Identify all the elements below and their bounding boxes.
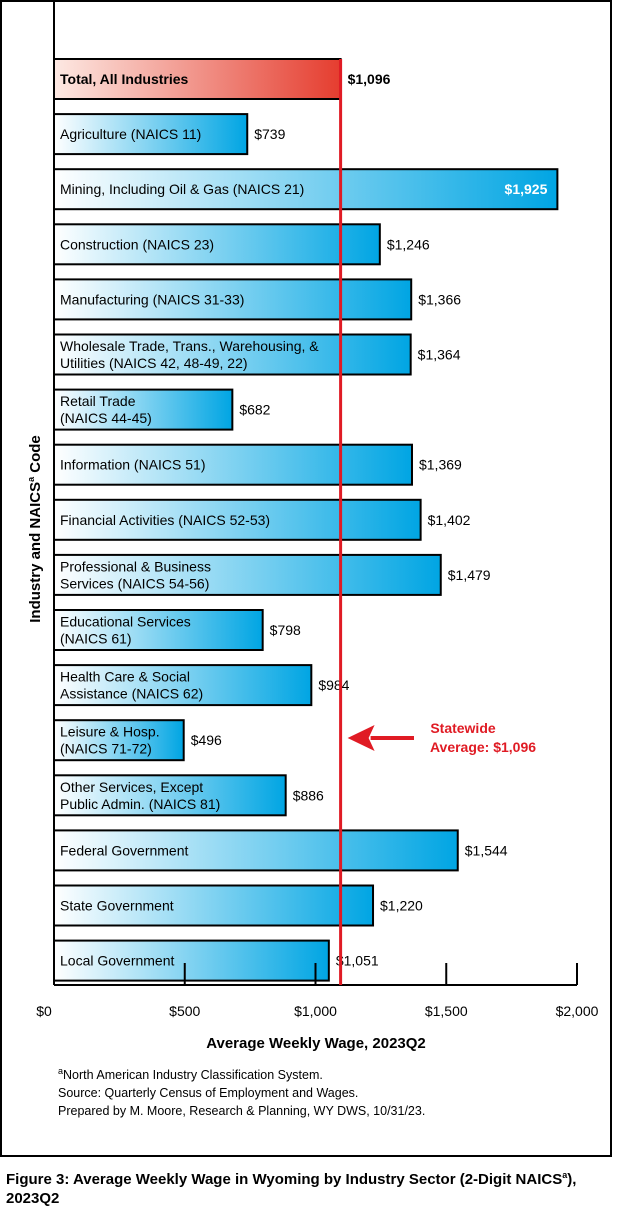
category-label-12: Leisure & Hosp. (NAICS 71-72) <box>60 724 160 757</box>
annotation-arrow-head <box>347 725 375 751</box>
bar-16 <box>53 939 330 982</box>
x-tick-label-2: $1,000 <box>294 1003 337 1019</box>
value-label-9: $1,479 <box>448 567 491 583</box>
category-label-14: Federal Government <box>60 842 189 858</box>
category-label-3: Construction (NAICS 23) <box>60 236 214 252</box>
bar-14 <box>53 829 459 872</box>
bar-chart: Total, All Industries $1,096 Agriculture (… <box>26 2 599 1052</box>
bar-3 <box>53 223 381 266</box>
x-tick-label-1: $500 <box>169 1003 200 1019</box>
bar-10 <box>53 609 264 651</box>
bar-1 <box>53 113 249 156</box>
x-tick-label-0: $0 <box>36 1003 52 1019</box>
value-label-2: $1,925 <box>505 181 548 197</box>
value-label-8: $1,402 <box>428 512 471 528</box>
bar-6 <box>53 388 234 431</box>
x-axis-label: Average Weekly Wage, 2023Q2 <box>206 1035 426 1052</box>
category-label-4: Manufacturing (NAICS 31-33) <box>60 291 244 307</box>
value-label-15: $1,220 <box>380 898 423 914</box>
value-label-1: $739 <box>254 126 285 142</box>
category-label-13: Other Services, Except Public Admin. (NAI… <box>60 779 220 812</box>
bar-7 <box>53 443 413 486</box>
category-label-5: Wholesale Trade, Trans., Warehousing, & U… <box>60 338 319 371</box>
bar-11 <box>53 664 313 707</box>
value-label-12: $496 <box>191 732 222 748</box>
footnote-naics: aNorth American Industry Classification … <box>58 1065 323 1082</box>
bar-4 <box>53 278 413 321</box>
category-label-6: Retail Trade (NAICS 44-45) <box>60 393 152 426</box>
category-label-7: Information (NAICS 51) <box>60 457 206 473</box>
category-label-11: Health Care & Social Assistance (NAICS 62… <box>60 669 203 702</box>
category-label-10: Educational Services (NAICS 61) <box>60 614 191 647</box>
bar-15 <box>53 884 375 927</box>
y-axis-label: Industry and NAICSa Code <box>26 435 44 623</box>
value-label-6: $682 <box>239 402 270 418</box>
category-label-0: Total, All Industries <box>60 71 189 87</box>
value-label-5: $1,364 <box>418 347 461 363</box>
value-label-13: $886 <box>293 787 324 803</box>
category-label-16: Local Government <box>60 953 175 969</box>
reference-line-group: Statewide Average: $1,096 <box>339 59 536 985</box>
footnote-prepared-by: Prepared by M. Moore, Research & Plannin… <box>58 1104 426 1118</box>
category-label-9: Professional & Business Services (NAICS 5… <box>60 558 211 591</box>
annotation-text-line2: Average: $1,096 <box>430 739 536 755</box>
x-tick-label-4: $2,000 <box>556 1003 599 1019</box>
value-label-14: $1,544 <box>465 842 508 858</box>
category-label-15: State Government <box>60 898 174 914</box>
x-tick-label-3: $1,500 <box>425 1003 468 1019</box>
annotation-text-line1: Statewide <box>430 720 496 736</box>
footnote-source: Source: Quarterly Census of Employment a… <box>58 1086 359 1100</box>
value-label-4: $1,366 <box>418 291 461 307</box>
bar-9 <box>53 553 442 596</box>
value-label-10: $798 <box>270 622 301 638</box>
value-label-16: $1,051 <box>336 953 379 969</box>
bar-13 <box>53 774 287 817</box>
category-label-1: Agriculture (NAICS 11) <box>60 126 201 142</box>
footnotes: aNorth American Industry Classification … <box>58 1066 425 1120</box>
value-label-7: $1,369 <box>419 457 462 473</box>
figure-frame: Total, All Industries $1,096 Agriculture (… <box>0 0 612 1157</box>
category-label-8: Financial Activities (NAICS 52-53) <box>60 512 270 528</box>
figure-caption: Figure 3: Average Weekly Wage in Wyoming… <box>6 1170 577 1208</box>
bar-2 <box>53 168 559 211</box>
bar-12 <box>53 719 185 762</box>
value-label-0: $1,096 <box>348 71 391 87</box>
bars-group: Total, All Industries $1,096 Agriculture (… <box>53 58 559 982</box>
category-label-2: Mining, Including Oil & Gas (NAICS 21) <box>60 181 304 197</box>
x-axis: $0 $500 $1,000 $1,500 $2,000 <box>36 2 599 1019</box>
value-label-11: $984 <box>318 677 349 693</box>
value-label-3: $1,246 <box>387 236 430 252</box>
